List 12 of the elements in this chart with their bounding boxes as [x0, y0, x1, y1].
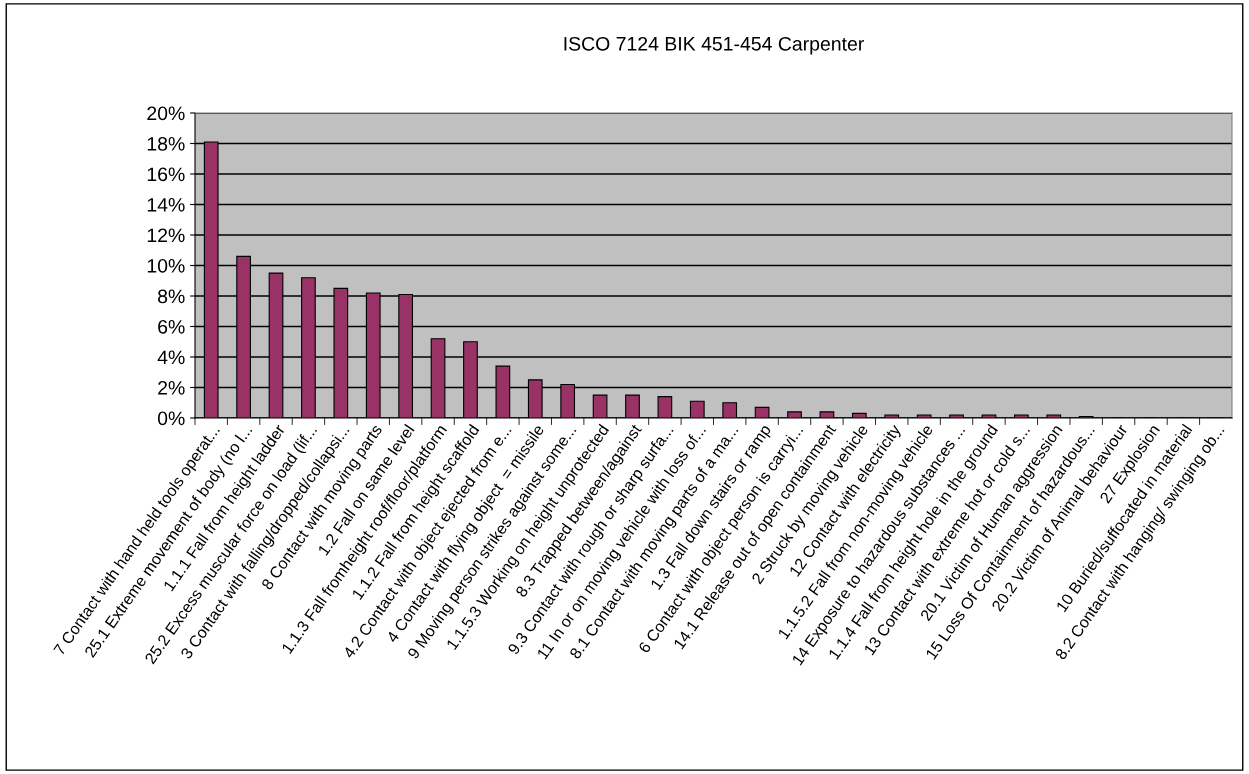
y-tick-label: 4%	[157, 350, 185, 365]
y-tick-label: 16%	[147, 167, 185, 182]
y-tick-label: 2%	[158, 380, 185, 395]
y-tick-label: 14%	[147, 198, 185, 212]
y-tick-label: 0%	[157, 411, 185, 426]
chart-title: ISCO 7124 BIK 451-454 Carpenter	[564, 36, 864, 55]
y-tick-label: 12%	[147, 228, 185, 243]
y-tick-label: 8%	[158, 289, 185, 304]
y-tick-label: 20%	[147, 106, 185, 121]
y-tick-label: 6%	[158, 319, 185, 334]
y-tick-label: 10%	[147, 258, 185, 273]
y-tick-label: 18%	[147, 136, 185, 151]
